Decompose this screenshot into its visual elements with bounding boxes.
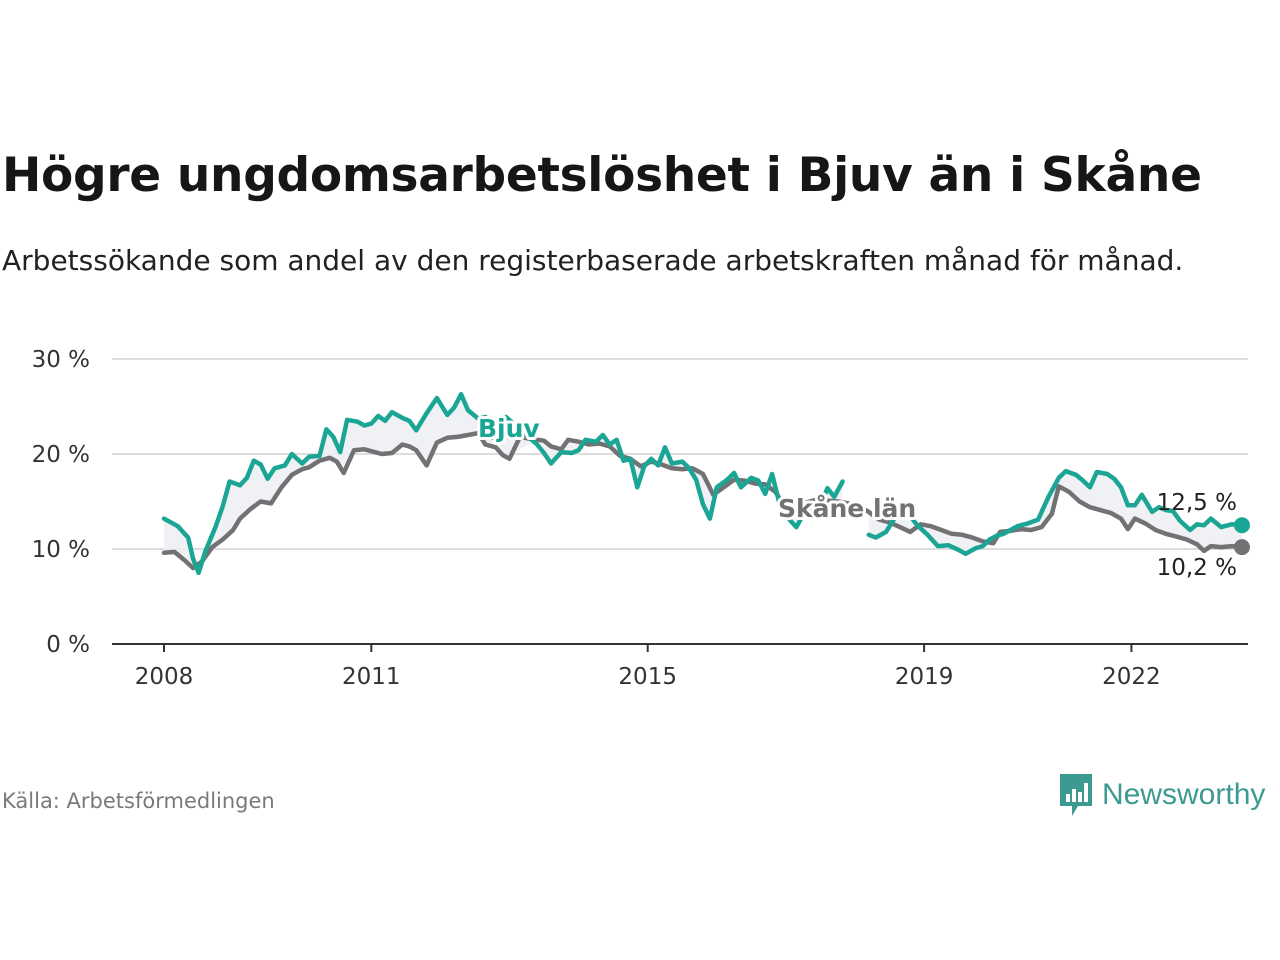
series-label-bjuv: Bjuv [478, 414, 540, 443]
x-tick-label: 2011 [342, 664, 401, 690]
y-tick-label: 30 % [32, 347, 90, 373]
y-tick-label: 0 % [46, 632, 90, 658]
y-tick-label: 20 % [32, 442, 90, 468]
grid-lines [112, 358, 1248, 550]
chart-title: Högre ungdomsarbetslöshet i Bjuv än i Sk… [2, 148, 1202, 203]
series-labels: Bjuv Skåne län 12,5 % 10,2 % [475, 411, 1237, 581]
series-line-skane [161, 430, 1245, 571]
line-chart: 0 % 10 % 20 % 30 % 2008 2011 2015 2019 2022 Bjuv… [32, 347, 1250, 690]
y-tick-label: 10 % [32, 537, 90, 563]
x-tick-label: 2008 [135, 664, 194, 690]
x-tick-label: 2019 [895, 664, 954, 690]
source-note: Källa: Arbetsförmedlingen [2, 789, 275, 813]
end-point-skane [1233, 539, 1250, 556]
series-line-bjuv [161, 391, 845, 576]
end-point-bjuv [1233, 517, 1250, 534]
series-label-skane: Skåne län [778, 494, 916, 523]
difference-area [164, 394, 1242, 573]
newsworthy-logo-icon [1060, 774, 1092, 816]
series-line-bjuv [866, 468, 1245, 557]
axes: 0 % 10 % 20 % 30 % 2008 2011 2015 2019 2022 [32, 347, 1248, 690]
end-value-label-skane: 10,2 % [1157, 555, 1237, 581]
brand-logo[interactable]: Newsworthy [1058, 772, 1265, 818]
series-lines [161, 391, 1250, 576]
chart-subtitle: Arbetssökande som andel av den registerb… [2, 244, 1184, 277]
brand-name: Newsworthy [1102, 778, 1266, 811]
end-value-label-bjuv: 12,5 % [1157, 490, 1237, 516]
x-tick-label: 2022 [1102, 664, 1161, 690]
x-tick-label: 2015 [618, 664, 677, 690]
